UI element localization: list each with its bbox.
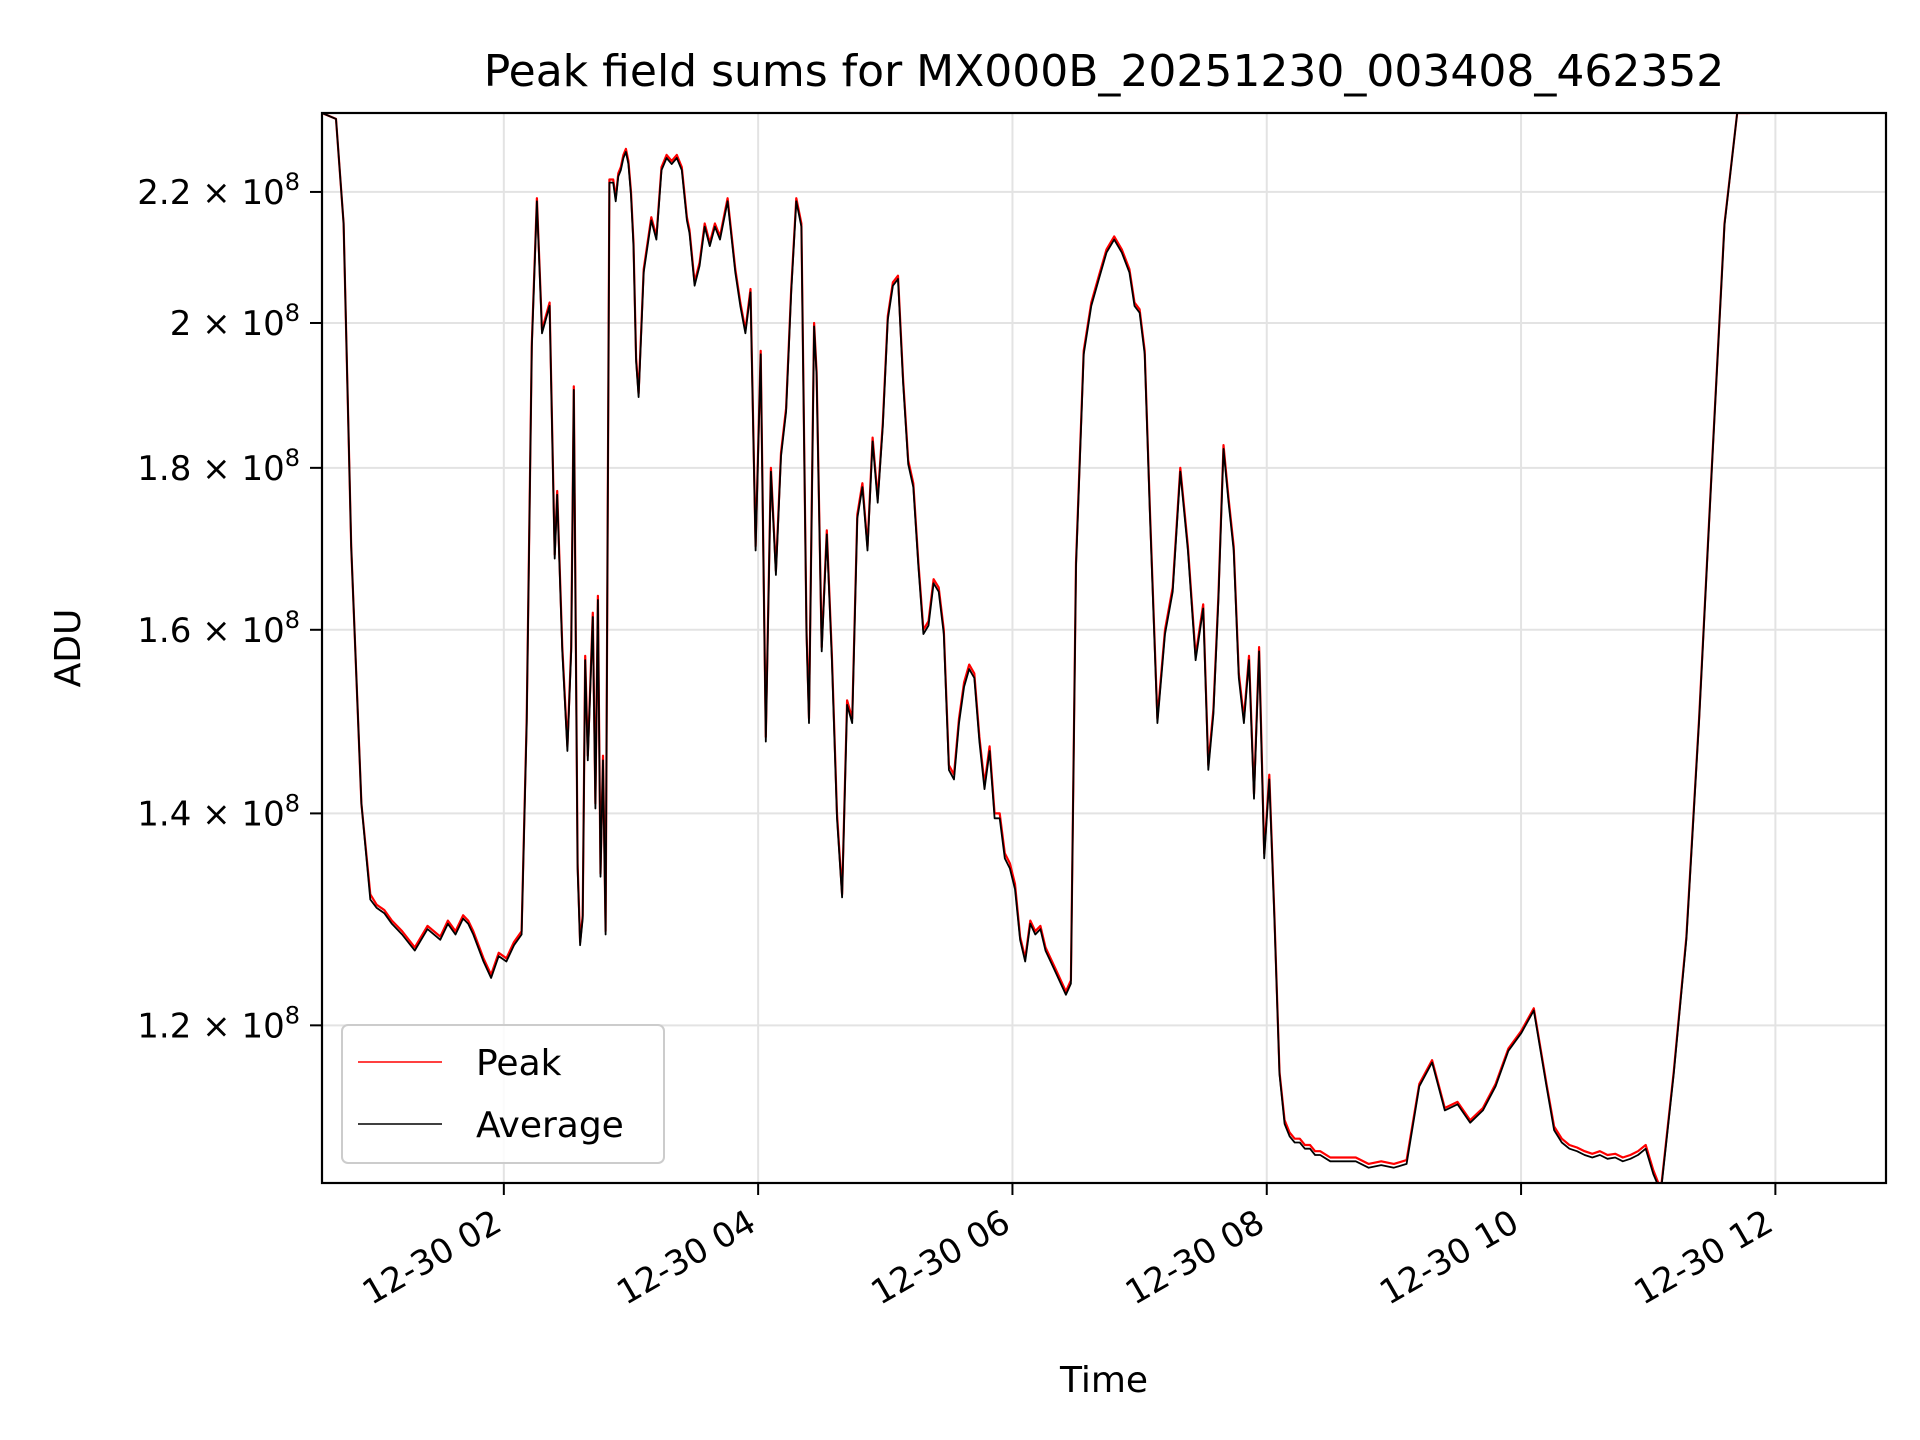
y-tick-label: 1.4 × 108	[137, 789, 300, 834]
chart-title: Peak field sums for MX000B_20251230_0034…	[484, 46, 1725, 97]
y-tick-label: 1.6 × 108	[137, 606, 300, 651]
series-line-average	[322, 113, 1750, 1183]
series-layer	[322, 113, 1750, 1183]
legend: Peak Average	[341, 1024, 665, 1164]
legend-label-average: Average	[476, 1105, 624, 1146]
y-tick-label: 2.2 × 108	[137, 168, 300, 213]
x-axis-label: Time	[1059, 1360, 1148, 1401]
legend-box	[341, 1024, 665, 1164]
y-tick-label: 1.2 × 108	[137, 1001, 300, 1046]
legend-label-peak: Peak	[476, 1043, 562, 1084]
y-axis-label: ADU	[48, 609, 89, 688]
y-tick-label: 2 × 108	[170, 299, 300, 344]
y-tick-label: 1.8 × 108	[137, 444, 300, 489]
plot-frame	[320, 111, 1888, 1185]
